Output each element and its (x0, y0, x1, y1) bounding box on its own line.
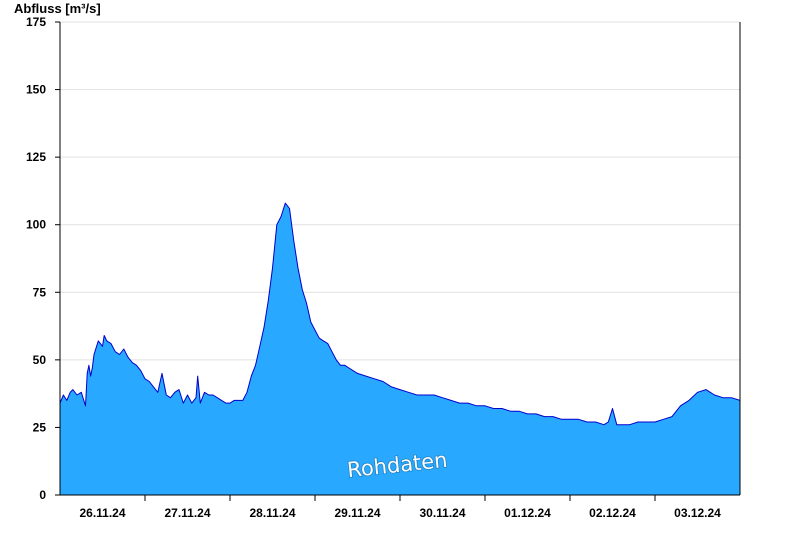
y-ticks: 0 25 50 75 100 125 150 175 (26, 15, 60, 502)
y-axis-title: Abfluss [m³/s] (14, 1, 101, 16)
y-tick-label-0: 0 (39, 488, 46, 502)
x-ticks: 26.11.24 27.11.24 28.11.24 29.11.24 30.11.24… (79, 495, 721, 520)
x-tick-label-2: 28.11.24 (249, 506, 295, 520)
x-tick-label-4: 30.11.24 (419, 506, 465, 520)
y-tick-label-75: 75 (33, 285, 47, 299)
y-tick-label-125: 125 (26, 150, 46, 164)
y-tick-label-25: 25 (33, 420, 47, 434)
x-tick-label-7: 03.12.24 (674, 506, 721, 520)
x-tick-label-3: 29.11.24 (334, 506, 380, 520)
gridlines (60, 21, 740, 428)
discharge-area (60, 203, 740, 495)
y-tick-label-150: 150 (26, 83, 46, 97)
y-tick-label-100: 100 (26, 218, 46, 232)
x-tick-label-0: 26.11.24 (79, 506, 125, 520)
y-tick-label-50: 50 (33, 353, 47, 367)
x-tick-label-1: 27.11.24 (164, 506, 210, 520)
x-tick-label-6: 02.12.24 (589, 506, 636, 520)
y-tick-label-175: 175 (26, 15, 46, 29)
discharge-line (59, 202, 741, 426)
x-tick-label-5: 01.12.24 (504, 506, 551, 520)
